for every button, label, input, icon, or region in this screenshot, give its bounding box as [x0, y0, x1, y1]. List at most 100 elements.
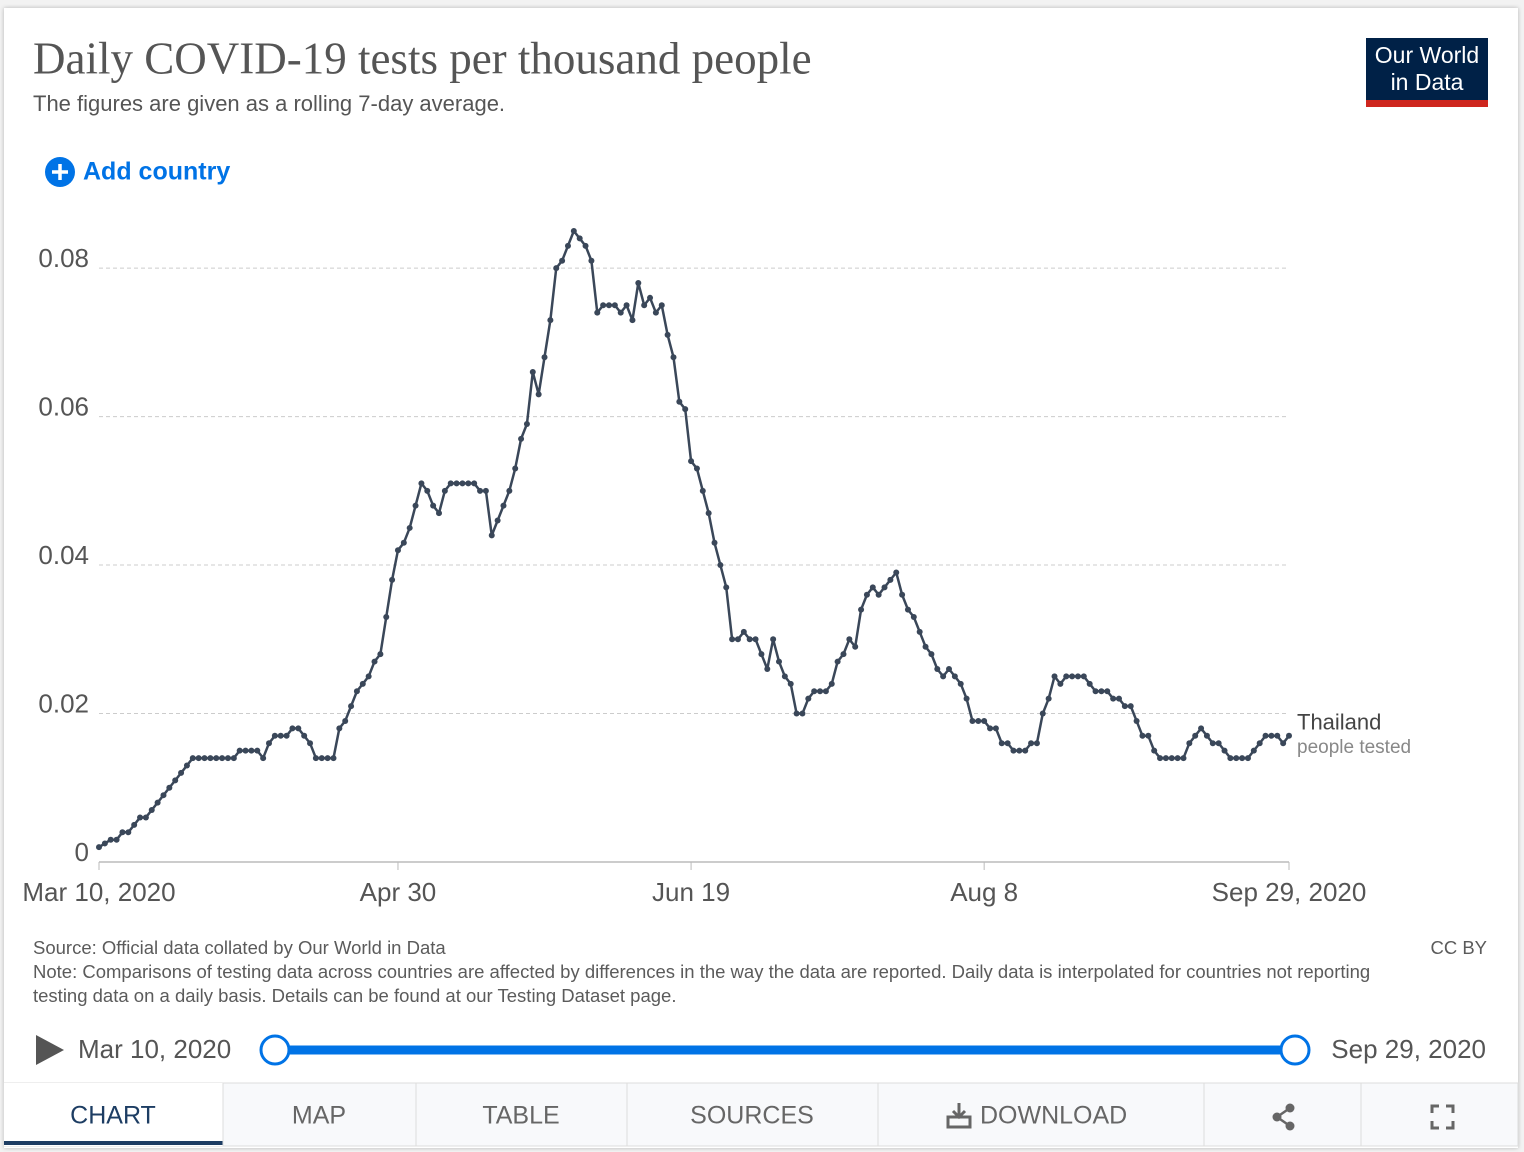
point	[547, 317, 554, 324]
point	[154, 799, 161, 806]
point	[1280, 740, 1287, 747]
point	[770, 636, 777, 643]
point	[957, 680, 964, 687]
point	[723, 584, 730, 591]
point	[916, 628, 923, 635]
point	[1045, 695, 1052, 702]
add-country[interactable]: Add country	[83, 158, 230, 186]
point	[1157, 755, 1164, 762]
point	[940, 673, 947, 680]
point	[904, 606, 911, 613]
license[interactable]: CC BY	[1430, 937, 1487, 958]
point	[260, 755, 267, 762]
point	[201, 755, 208, 762]
point	[1151, 747, 1158, 754]
point	[1033, 740, 1040, 747]
point	[688, 458, 695, 465]
point	[465, 480, 472, 487]
fullscreen-icon[interactable]	[1430, 1104, 1455, 1130]
point	[570, 228, 577, 234]
point	[477, 487, 484, 494]
point	[805, 695, 812, 702]
point	[764, 665, 771, 672]
point	[277, 732, 284, 739]
point	[307, 740, 314, 747]
point	[125, 829, 132, 836]
timeline-start: Mar 10, 2020	[78, 1034, 231, 1064]
y-tick-label: 0.04	[38, 540, 89, 570]
point	[412, 502, 419, 509]
point	[254, 747, 261, 754]
point	[283, 732, 290, 739]
tab[interactable]: MAP	[292, 1102, 346, 1130]
point	[353, 688, 360, 695]
point	[1057, 680, 1064, 687]
point	[564, 242, 571, 249]
point	[758, 651, 765, 658]
point	[400, 539, 407, 546]
point	[1074, 673, 1081, 680]
point	[576, 235, 583, 242]
point	[441, 487, 448, 494]
point	[1004, 740, 1011, 747]
point	[1233, 755, 1240, 762]
point	[951, 673, 958, 680]
point	[1069, 673, 1076, 680]
y-tick-label: 0.08	[38, 243, 89, 273]
point	[377, 651, 384, 658]
point	[236, 747, 243, 754]
point	[535, 391, 542, 398]
point	[289, 725, 296, 732]
point	[963, 695, 970, 702]
point	[453, 480, 460, 487]
x-tick-label: Apr 30	[360, 877, 437, 907]
point	[1168, 755, 1175, 762]
x-tick-label: Sep 29, 2020	[1212, 877, 1367, 907]
point	[875, 591, 882, 598]
timeline-handle[interactable]	[259, 1034, 291, 1066]
point	[1133, 717, 1140, 724]
tab[interactable]: CHART	[70, 1102, 156, 1130]
logo[interactable]	[1366, 38, 1488, 100]
timeline-handle[interactable]	[1279, 1034, 1311, 1066]
chart-title: Daily COVID-19 tests per thousand people	[33, 33, 812, 83]
point	[922, 643, 929, 650]
point	[740, 628, 747, 635]
point	[893, 569, 900, 576]
card	[4, 8, 1518, 1148]
point	[1227, 755, 1234, 762]
point	[518, 435, 525, 442]
point	[752, 636, 759, 643]
share-icon[interactable]	[1272, 1103, 1295, 1131]
tab[interactable]: TABLE	[482, 1102, 559, 1130]
tab[interactable]: DOWNLOAD	[980, 1102, 1127, 1130]
point	[606, 302, 612, 309]
tab-active[interactable]	[4, 1083, 223, 1146]
point	[137, 814, 144, 821]
point	[787, 680, 794, 687]
point	[189, 755, 196, 762]
point	[172, 777, 179, 784]
point	[1274, 732, 1281, 739]
point	[1010, 747, 1017, 754]
play-button[interactable]	[36, 1035, 64, 1065]
point	[582, 242, 589, 249]
point	[969, 717, 976, 724]
point	[336, 725, 343, 732]
point	[928, 651, 935, 658]
point	[523, 421, 530, 428]
point	[617, 309, 624, 316]
point	[998, 740, 1005, 747]
point	[811, 688, 818, 695]
point	[1139, 732, 1146, 739]
point	[301, 732, 308, 739]
point	[1239, 755, 1246, 762]
point	[113, 836, 120, 843]
point	[178, 769, 185, 776]
tab[interactable]: SOURCES	[690, 1102, 814, 1130]
y-tick-label: 0.06	[38, 391, 89, 421]
point	[817, 688, 824, 695]
point	[512, 465, 519, 472]
point	[500, 502, 507, 509]
